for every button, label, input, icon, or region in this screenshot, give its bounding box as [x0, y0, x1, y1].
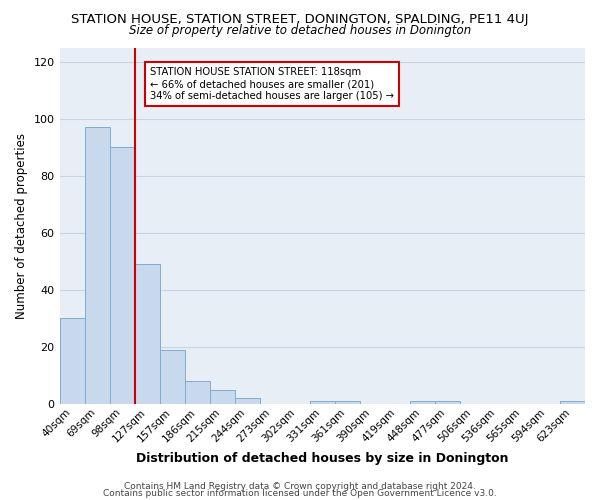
Text: STATION HOUSE STATION STREET: 118sqm
← 66% of detached houses are smaller (201)
: STATION HOUSE STATION STREET: 118sqm ← 6…: [149, 68, 394, 100]
Bar: [335, 401, 360, 404]
Text: Size of property relative to detached houses in Donington: Size of property relative to detached ho…: [129, 24, 471, 37]
Bar: [435, 401, 460, 404]
Bar: [310, 401, 335, 404]
Bar: [160, 350, 185, 404]
Bar: [110, 148, 134, 404]
Bar: [134, 264, 160, 404]
Bar: [59, 318, 85, 404]
Text: Contains HM Land Registry data © Crown copyright and database right 2024.: Contains HM Land Registry data © Crown c…: [124, 482, 476, 491]
Bar: [560, 401, 585, 404]
Y-axis label: Number of detached properties: Number of detached properties: [15, 133, 28, 319]
Bar: [410, 401, 435, 404]
Bar: [185, 381, 209, 404]
Bar: [209, 390, 235, 404]
Bar: [85, 128, 110, 404]
Bar: [235, 398, 260, 404]
X-axis label: Distribution of detached houses by size in Donington: Distribution of detached houses by size …: [136, 452, 509, 465]
Text: Contains public sector information licensed under the Open Government Licence v3: Contains public sector information licen…: [103, 489, 497, 498]
Text: STATION HOUSE, STATION STREET, DONINGTON, SPALDING, PE11 4UJ: STATION HOUSE, STATION STREET, DONINGTON…: [71, 12, 529, 26]
